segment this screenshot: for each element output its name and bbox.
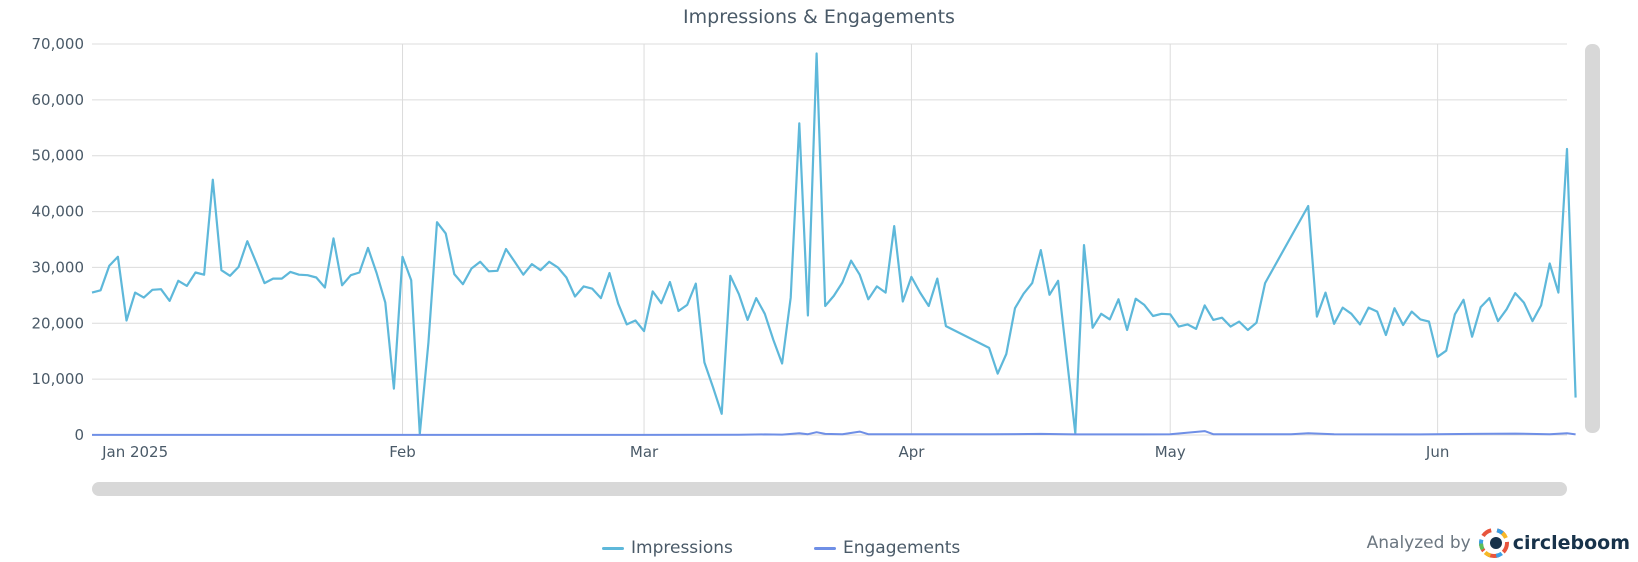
analyzed-by-label: Analyzed by <box>1366 533 1471 553</box>
y-gridlines <box>92 43 1567 436</box>
y-tick-label: 0 <box>74 426 84 444</box>
x-tick-label: Mar <box>630 443 659 461</box>
y-tick-label: 40,000 <box>32 203 85 221</box>
y-axis-ticks: 0 10,000 20,000 30,000 40,000 50,000 60,000 70,… <box>32 35 85 444</box>
brand-name: circleboom <box>1512 532 1630 554</box>
x-gridlines <box>402 44 1439 435</box>
vertical-scrollbar[interactable] <box>1585 44 1600 433</box>
y-tick-label: 50,000 <box>32 147 85 165</box>
y-tick-label: 70,000 <box>32 35 85 53</box>
legend-label-impressions: Impressions <box>631 538 733 558</box>
x-tick-label: Apr <box>898 443 925 461</box>
legend-swatch-engagements <box>814 546 836 550</box>
legend-swatch-impressions <box>602 546 624 550</box>
legend-item-engagements[interactable]: Engagements <box>814 536 960 560</box>
series-line-engagements[interactable] <box>92 430 1576 436</box>
x-tick-label: May <box>1155 443 1186 461</box>
series-line-impressions[interactable] <box>91 52 1577 435</box>
y-tick-label: 30,000 <box>32 258 85 276</box>
series-layer <box>91 52 1577 436</box>
legend-label-engagements: Engagements <box>843 538 961 558</box>
x-tick-label: Feb <box>389 443 416 461</box>
x-tick-label: Jun <box>1425 443 1449 461</box>
y-tick-label: 10,000 <box>32 370 85 388</box>
horizontal-scrollbar[interactable] <box>92 482 1567 496</box>
chart-title: Impressions & Engagements <box>683 6 955 28</box>
y-tick-label: 20,000 <box>32 314 85 332</box>
legend-item-impressions[interactable]: Impressions <box>602 536 733 560</box>
x-axis-ticks: Jan 2025 Feb Mar Apr May Jun <box>101 443 1449 461</box>
circleboom-logo-icon <box>1478 528 1509 558</box>
y-tick-label: 60,000 <box>32 91 85 109</box>
analyzed-by-branding: Analyzed by circleboom <box>1367 528 1630 558</box>
x-tick-label: Jan 2025 <box>101 443 168 461</box>
